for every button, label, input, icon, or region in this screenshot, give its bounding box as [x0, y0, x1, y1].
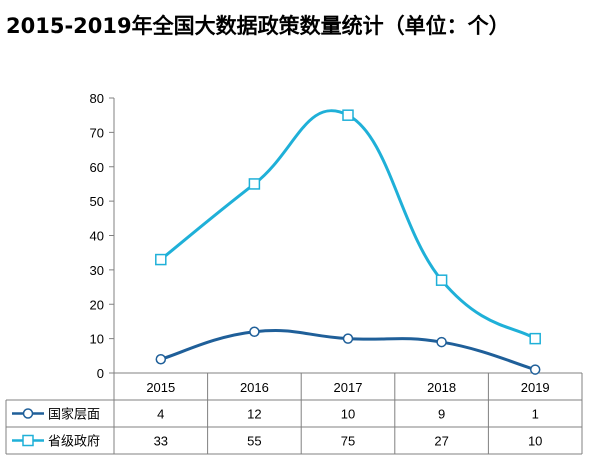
legend-label: 国家层面 [48, 407, 100, 423]
y-tick-label: 0 [97, 366, 104, 381]
x-category-label: 2017 [334, 380, 363, 395]
table-value: 55 [247, 434, 261, 449]
table-value: 33 [154, 434, 168, 449]
series-line-2 [159, 109, 536, 340]
table-value: 10 [341, 407, 355, 422]
legend-marker-square [22, 434, 34, 447]
data-point-square [529, 332, 541, 345]
legend-marker-circle [22, 408, 34, 419]
y-tick-label: 50 [90, 194, 104, 209]
data-table: 2015 2016 2017 2018 2019 国家层面 4 12 10 9 1 省级政府 33 55 7… [5, 372, 583, 455]
y-tick-label: 20 [90, 297, 104, 312]
data-point-circle [342, 333, 354, 344]
y-tick-label: 40 [90, 229, 104, 244]
y-tick-label: 10 [90, 332, 104, 347]
x-category-label: 2015 [146, 380, 175, 395]
table-value: 1 [532, 407, 539, 422]
table-value: 75 [341, 434, 355, 449]
series-lines [159, 109, 536, 372]
y-tick-label: 70 [90, 125, 104, 140]
data-point-square [248, 178, 261, 190]
y-tick-label: 80 [90, 91, 104, 106]
data-point-circle [529, 364, 541, 375]
table-value: 10 [528, 434, 542, 449]
chart-title: 2015-2019年全国大数据政策数量统计（单位：个） [6, 14, 510, 38]
x-category-label: 2016 [240, 380, 269, 395]
x-category-label: 2018 [427, 380, 456, 395]
table-value: 12 [247, 407, 261, 422]
y-tick-labels: 0 10 20 30 40 50 60 70 80 [90, 91, 104, 381]
data-point-square [155, 253, 167, 266]
data-point-circle [155, 354, 167, 365]
legend-label: 省级政府 [48, 435, 100, 450]
chart-axes [109, 97, 115, 374]
x-category-label: 2019 [521, 380, 550, 395]
data-point-square [342, 109, 354, 121]
data-point-circle [249, 326, 260, 337]
table-value: 9 [438, 407, 445, 422]
data-point-circle [436, 336, 447, 348]
series-markers [155, 109, 541, 375]
y-tick-label: 30 [90, 263, 104, 278]
data-point-square [435, 274, 448, 286]
table-value: 27 [434, 434, 448, 449]
y-tick-label: 60 [90, 160, 104, 175]
table-value: 4 [157, 407, 164, 422]
